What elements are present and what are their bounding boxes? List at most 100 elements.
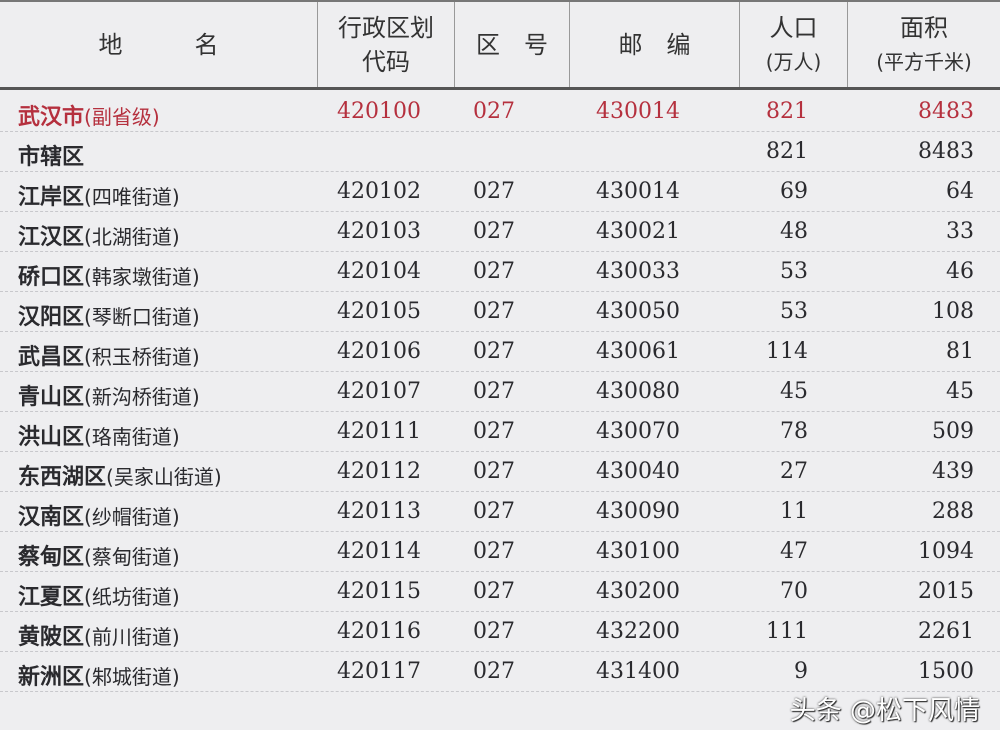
area: 46 — [946, 259, 974, 284]
table-row: 江汉区(北湖街道) 420103 027 430021 48 33 — [0, 212, 1000, 252]
table-header: 地 名 行政区划 代码 区 号 邮 编 人口 (万人) 面积 (平方千米) — [0, 0, 1000, 90]
place-name: 洪山区(珞南街道) — [18, 425, 180, 450]
area-code: 027 — [473, 299, 515, 324]
area: 33 — [946, 219, 974, 244]
area: 509 — [932, 419, 974, 444]
admin-code: 420107 — [337, 379, 421, 404]
place-name: 汉阳区(琴断口街道) — [18, 305, 200, 330]
area-code: 027 — [473, 219, 515, 244]
postal-code: 430100 — [596, 539, 680, 564]
admin-code: 420111 — [337, 419, 421, 444]
postal-code: 430070 — [596, 419, 680, 444]
area-code: 027 — [473, 339, 515, 364]
postal-code: 430090 — [596, 499, 680, 524]
area: 45 — [946, 379, 974, 404]
postal-code: 430040 — [596, 459, 680, 484]
area: 64 — [946, 179, 974, 204]
place-name: 武昌区(积玉桥街道) — [18, 345, 200, 370]
postal-code: 431400 — [596, 659, 680, 684]
population: 11 — [780, 499, 808, 524]
table-row: 新洲区(邾城街道) 420117 027 431400 9 1500 — [0, 652, 1000, 692]
place-name: 江汉区(北湖街道) — [18, 225, 180, 250]
admin-code: 420117 — [337, 659, 421, 684]
population: 47 — [780, 539, 808, 564]
population: 821 — [766, 139, 808, 164]
place-name: 蔡甸区(蔡甸街道) — [18, 545, 180, 570]
table-row: 洪山区(珞南街道) 420111 027 430070 78 509 — [0, 412, 1000, 452]
header-population: 人口 (万人) — [740, 2, 848, 87]
admin-code: 420104 — [337, 259, 421, 284]
place-name: 黄陂区(前川街道) — [18, 625, 180, 650]
admin-code: 420100 — [337, 99, 421, 124]
population: 53 — [780, 299, 808, 324]
postal-code: 430014 — [596, 179, 680, 204]
postal-code: 430080 — [596, 379, 680, 404]
area: 2261 — [918, 619, 974, 644]
postal-code: 430061 — [596, 339, 680, 364]
admin-code: 420116 — [337, 619, 421, 644]
place-name: 汉南区(纱帽街道) — [18, 505, 180, 530]
population: 45 — [780, 379, 808, 404]
area: 8483 — [918, 139, 974, 164]
table-row: 武汉市(副省级) 420100 027 430014 821 8483 — [0, 92, 1000, 132]
table-row: 汉南区(纱帽街道) 420113 027 430090 11 288 — [0, 492, 1000, 532]
area: 2015 — [918, 579, 974, 604]
place-name: 市辖区 — [18, 145, 85, 170]
place-name: 新洲区(邾城街道) — [18, 665, 180, 690]
population: 111 — [766, 619, 808, 644]
admin-code: 420112 — [337, 459, 421, 484]
header-name: 地 名 — [0, 2, 318, 87]
area-code: 027 — [473, 419, 515, 444]
area: 1094 — [918, 539, 974, 564]
table-row: 江夏区(纸坊街道) 420115 027 430200 70 2015 — [0, 572, 1000, 612]
postal-code: 432200 — [596, 619, 680, 644]
header-postal: 邮 编 — [570, 2, 740, 87]
postal-code: 430021 — [596, 219, 680, 244]
area-code: 027 — [473, 179, 515, 204]
watermark: 头条 @松下风情 — [789, 696, 980, 726]
area: 81 — [946, 339, 974, 364]
header-code: 行政区划 代码 — [318, 2, 455, 87]
area-code: 027 — [473, 259, 515, 284]
postal-code: 430014 — [596, 99, 680, 124]
postal-code: 430033 — [596, 259, 680, 284]
admin-code: 420106 — [337, 339, 421, 364]
table-row: 市辖区 821 8483 — [0, 132, 1000, 172]
area: 8483 — [918, 99, 974, 124]
place-name: 武汉市(副省级) — [18, 105, 160, 130]
area: 1500 — [918, 659, 974, 684]
admin-code: 420114 — [337, 539, 421, 564]
population: 9 — [794, 659, 808, 684]
admin-code: 420113 — [337, 499, 421, 524]
place-name: 江岸区(四唯街道) — [18, 185, 180, 210]
table-row: 蔡甸区(蔡甸街道) 420114 027 430100 47 1094 — [0, 532, 1000, 572]
place-name: 江夏区(纸坊街道) — [18, 585, 180, 610]
area: 439 — [932, 459, 974, 484]
admin-code: 420105 — [337, 299, 421, 324]
population: 27 — [780, 459, 808, 484]
place-name: 东西湖区(吴家山街道) — [18, 465, 222, 490]
table-row: 武昌区(积玉桥街道) 420106 027 430061 114 81 — [0, 332, 1000, 372]
place-name: 硚口区(韩家墩街道) — [18, 265, 200, 290]
admin-code: 420115 — [337, 579, 421, 604]
population: 821 — [766, 99, 808, 124]
table-row: 黄陂区(前川街道) 420116 027 432200 111 2261 — [0, 612, 1000, 652]
area-code: 027 — [473, 459, 515, 484]
table-row: 青山区(新沟桥街道) 420107 027 430080 45 45 — [0, 372, 1000, 412]
population: 78 — [780, 419, 808, 444]
table-row: 硚口区(韩家墩街道) 420104 027 430033 53 46 — [0, 252, 1000, 292]
place-name: 青山区(新沟桥街道) — [18, 385, 200, 410]
area-code: 027 — [473, 579, 515, 604]
area-code: 027 — [473, 619, 515, 644]
area: 108 — [932, 299, 974, 324]
population: 53 — [780, 259, 808, 284]
header-area-code: 区 号 — [455, 2, 570, 87]
header-area: 面积 (平方千米) — [876, 13, 972, 74]
table-row: 汉阳区(琴断口街道) 420105 027 430050 53 108 — [0, 292, 1000, 332]
area-code: 027 — [473, 499, 515, 524]
area-code: 027 — [473, 539, 515, 564]
area: 288 — [932, 499, 974, 524]
area-code: 027 — [473, 99, 515, 124]
table-row: 东西湖区(吴家山街道) 420112 027 430040 27 439 — [0, 452, 1000, 492]
population: 69 — [780, 179, 808, 204]
